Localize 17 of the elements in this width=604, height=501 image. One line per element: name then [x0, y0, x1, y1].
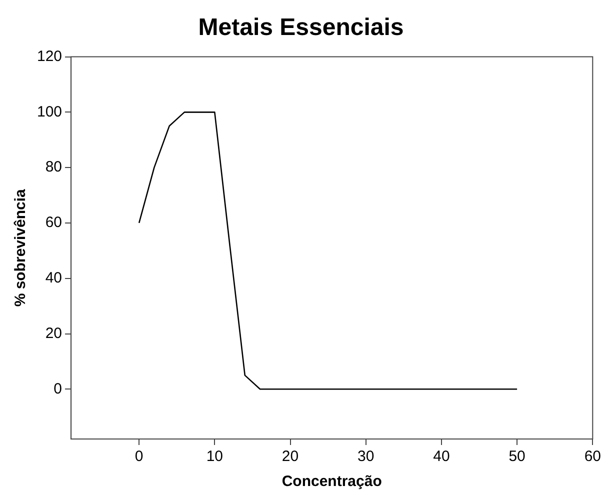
chart-title: Metais Essenciais	[198, 14, 404, 42]
y-tick-label: 20	[45, 324, 62, 342]
y-axis-title: % sobrevivência	[12, 188, 30, 307]
x-tick-label: 10	[206, 448, 224, 466]
y-tick-label: 100	[36, 103, 62, 120]
y-tick-label: 40	[45, 270, 62, 287]
x-tick-label: 30	[358, 448, 374, 466]
x-tick-label: 50	[508, 448, 526, 466]
x-tick-label: 0	[134, 448, 144, 466]
x-tick-label: 60	[584, 448, 601, 466]
x-axis-title: Concentração	[282, 473, 382, 490]
x-tick-label: 40	[433, 448, 450, 466]
y-tick-label: 60	[45, 214, 62, 232]
y-tick-label: 80	[45, 158, 62, 176]
y-tick-label: 120	[36, 48, 62, 65]
x-tick-label: 20	[282, 448, 299, 466]
y-tick-label: 0	[54, 380, 62, 398]
